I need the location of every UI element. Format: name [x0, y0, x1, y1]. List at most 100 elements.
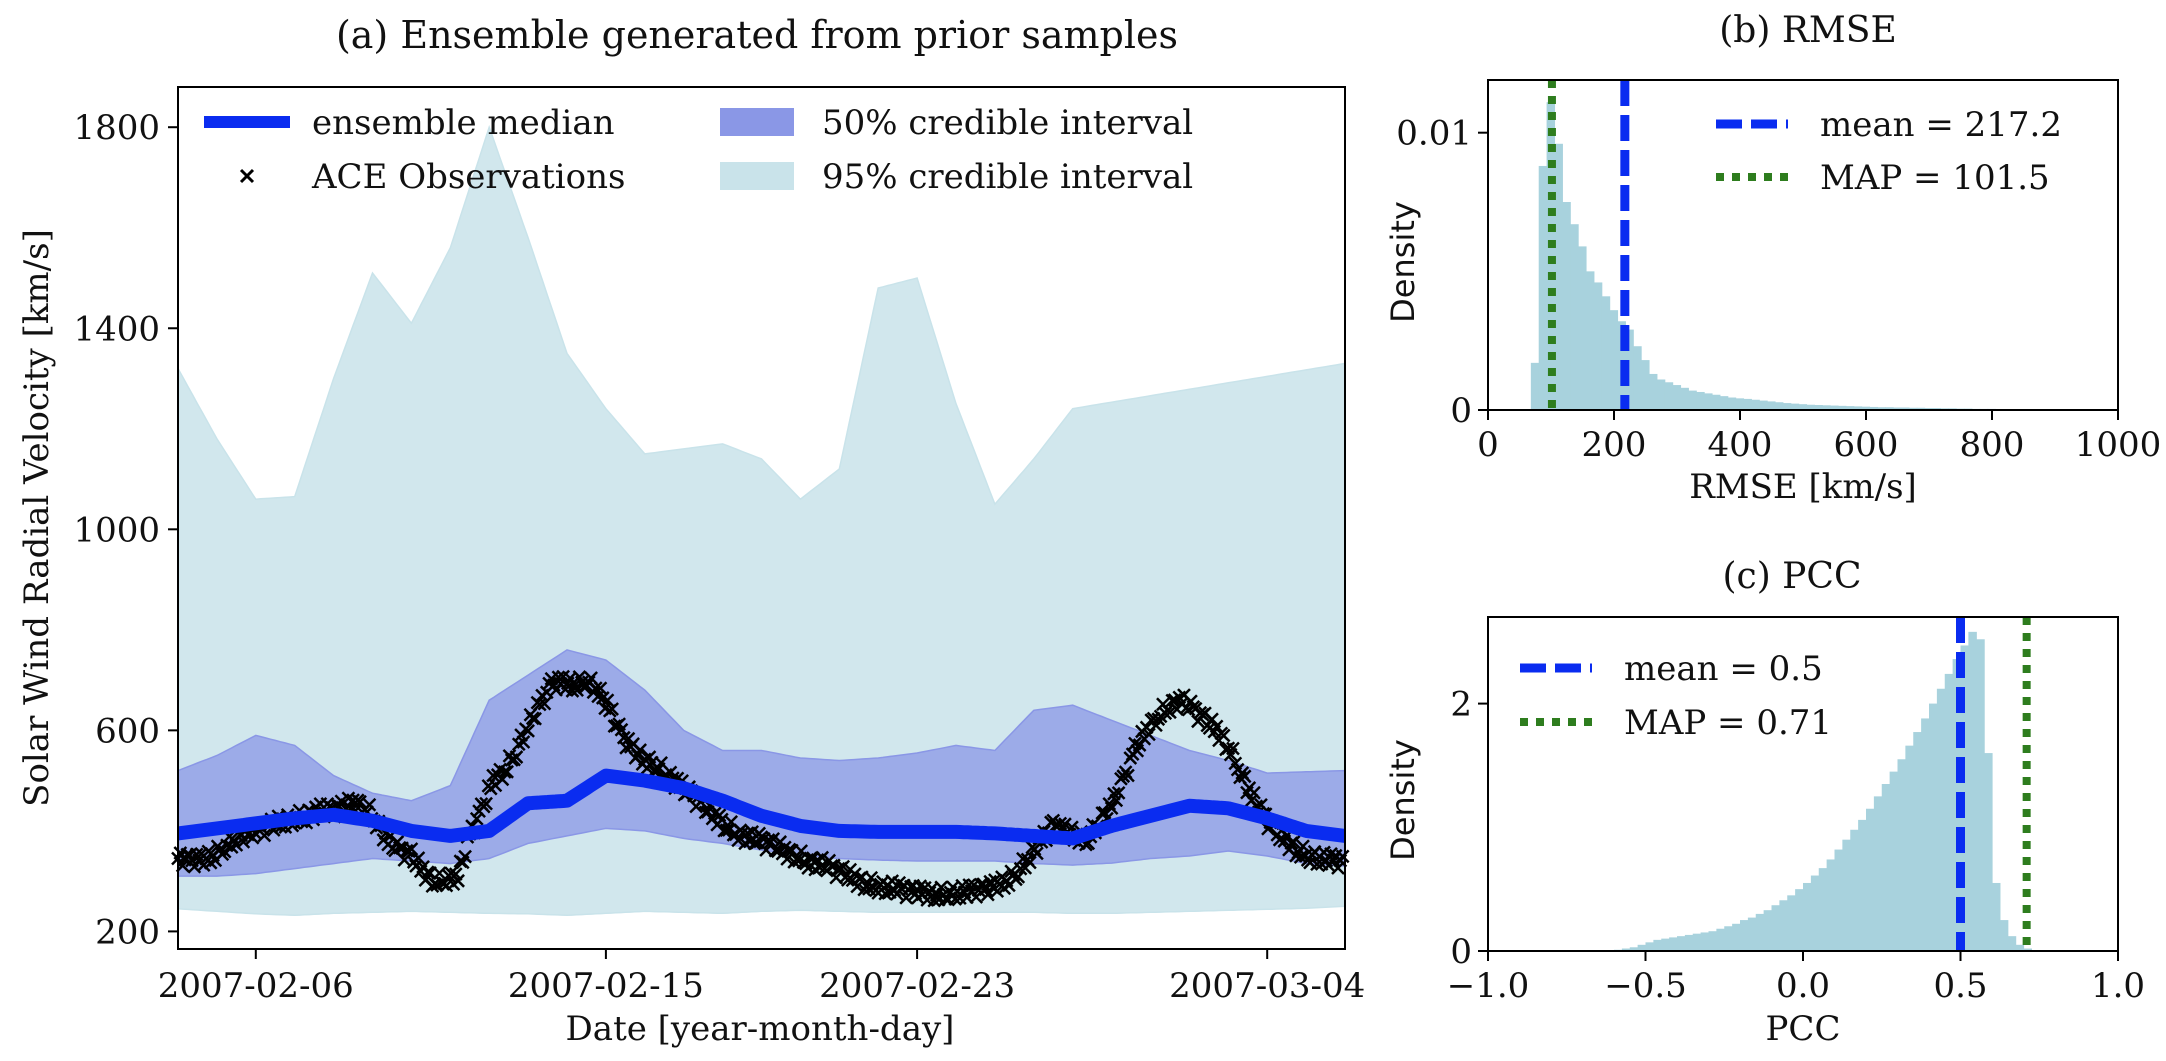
y-tick-label: 0 [1450, 932, 1472, 972]
obs-point [500, 764, 514, 779]
hist-bar [1936, 688, 1946, 951]
hist-bar [2007, 936, 2017, 951]
obs-point [605, 702, 620, 716]
panel-a-x-axis: 2007-02-06 2007-02-15 2007-02-23 2007-03-04 [158, 949, 1365, 1006]
y-tick-label: 600 [95, 711, 160, 751]
x-tick-label: 0.5 [1933, 966, 1987, 1006]
obs-point [1165, 693, 1180, 708]
obs-point [1293, 850, 1308, 865]
hist-bar [1866, 808, 1875, 951]
hist-bar [1853, 406, 1863, 410]
obs-point [362, 797, 377, 812]
legend-obs-marker [239, 168, 255, 184]
obs-point [528, 711, 542, 726]
obs-point [616, 730, 631, 745]
obs-point [392, 840, 407, 855]
hist-bar [1751, 399, 1760, 410]
hist-bar [1976, 639, 1985, 951]
panel-c-x-label: PCC [1766, 1009, 1841, 1049]
obs-point [812, 860, 827, 875]
hist-bar [1727, 397, 1737, 410]
hist-bar [1771, 905, 1780, 951]
hist-bar [1908, 407, 1918, 410]
obs-point [1023, 855, 1037, 870]
obs-point [1013, 861, 1028, 876]
panel-a-ensemble-chart: (a) Ensemble generated from prior sample… [17, 13, 1365, 1049]
x-tick-label: 2007-02-23 [819, 966, 1015, 1006]
hist-bar [1806, 404, 1815, 410]
legend-mean-label: mean = 217.2 [1820, 105, 2062, 145]
obs-point [600, 693, 615, 708]
obs-point [731, 833, 746, 848]
obs-point [1163, 705, 1177, 720]
hist-bar [1601, 296, 1611, 410]
hist-bar [1787, 895, 1796, 951]
x-tick-label: 2007-03-04 [1169, 966, 1365, 1006]
hist-bar [1984, 753, 1993, 951]
hist-bar [1692, 933, 1702, 951]
obs-point [1216, 728, 1231, 743]
y-tick-label: 0 [1450, 391, 1472, 431]
obs-point [525, 711, 540, 726]
hist-bar [1625, 329, 1634, 410]
hist-bar [1684, 934, 1694, 951]
panel-a-title: (a) Ensemble generated from prior sample… [336, 13, 1178, 57]
obs-point [469, 811, 484, 826]
hist-bar [1842, 839, 1851, 951]
hist-bar [1889, 771, 1899, 951]
obs-point [570, 683, 584, 698]
obs-point [1109, 793, 1124, 808]
hist-bar [1873, 796, 1883, 951]
x-tick-label: 800 [1960, 425, 2025, 465]
panel-b-plot-area [1530, 80, 2119, 411]
hist-bar [1680, 387, 1689, 410]
panel-a-y-axis: 200 600 1000 1400 1800 [73, 108, 178, 952]
hist-bar [1850, 829, 1859, 951]
obs-point [1011, 869, 1026, 884]
hist-bar [1814, 405, 1823, 410]
hist-bar [1704, 393, 1713, 410]
y-tick-label: 0.01 [1396, 114, 1472, 154]
hist-bar [1672, 385, 1682, 410]
hist-bar [1944, 673, 1954, 951]
panel-b-y-label: Density [1384, 201, 1422, 323]
hist-bar [1897, 759, 1906, 951]
hist-bar [1653, 939, 1662, 951]
hist-bar [1688, 390, 1697, 410]
y-tick-label: 1400 [73, 309, 160, 349]
hist-bar [1578, 246, 1587, 410]
hist-bar [1803, 882, 1812, 951]
obs-point [451, 873, 465, 888]
hist-bar [1708, 931, 1717, 951]
obs-point [411, 851, 426, 865]
legend-map-label: MAP = 101.5 [1820, 158, 2050, 198]
hist-bar [2023, 948, 2032, 951]
hist-bar [1641, 360, 1650, 410]
obs-point [899, 890, 914, 905]
hist-bar [1913, 732, 1922, 951]
obs-point [509, 750, 524, 764]
hist-bar [1645, 942, 1654, 951]
obs-point [1111, 785, 1126, 800]
y-tick-label: 200 [95, 912, 160, 952]
hist-bar [1747, 917, 1757, 951]
obs-point [1310, 857, 1324, 872]
hist-bar [1885, 407, 1894, 410]
legend-map-label: MAP = 0.71 [1624, 703, 1832, 743]
hist-bar [1905, 745, 1914, 951]
hist-bar [1858, 819, 1867, 951]
x-tick-label: 0 [1477, 425, 1499, 465]
hist-bar [1743, 398, 1752, 410]
hist-bar [1538, 165, 1548, 410]
x-tick-label: 1000 [2075, 425, 2162, 465]
hist-bar [1774, 402, 1784, 410]
hist-bar [1700, 932, 1710, 951]
hist-bar [1648, 373, 1658, 410]
hist-bar [1570, 224, 1579, 410]
obs-point [479, 796, 493, 811]
hist-bar [2015, 944, 2025, 951]
hist-bar [1711, 394, 1721, 410]
hist-bar [1999, 920, 2009, 951]
panel-a-plot-area [171, 124, 1350, 917]
